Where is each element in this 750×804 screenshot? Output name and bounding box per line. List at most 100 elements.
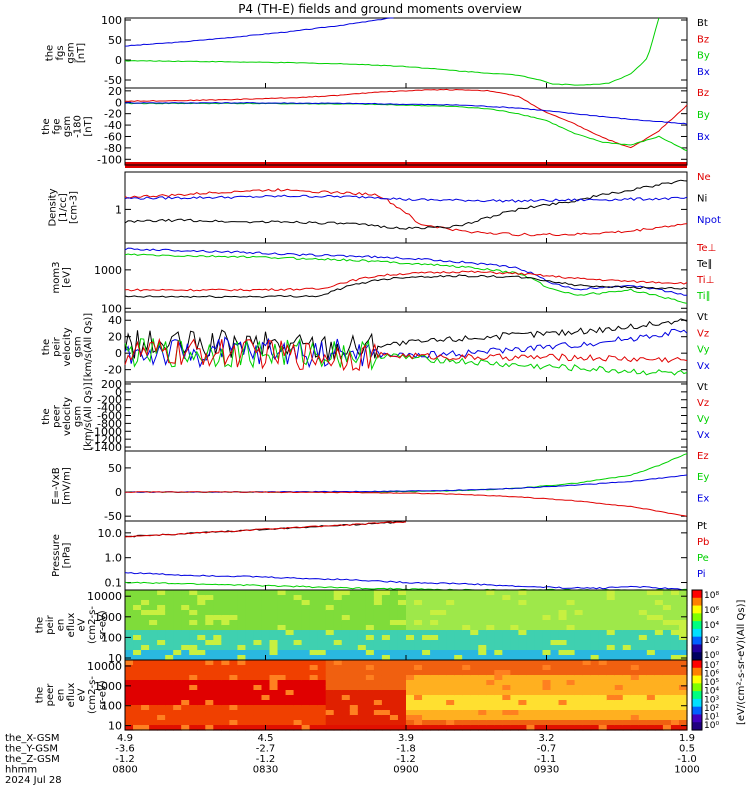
spectrogram-cell [510, 685, 519, 691]
spectrogram-cell [518, 630, 528, 636]
spectrogram-cell [438, 645, 447, 651]
y-tick-label: 0 [115, 347, 122, 360]
legend-entry: Pi [697, 569, 706, 580]
spectrogram-cell [285, 645, 295, 651]
spectrogram-cell [422, 665, 431, 671]
spectrogram-cell [125, 710, 134, 716]
spectrogram-cell [510, 650, 519, 656]
spectrogram-cell [221, 675, 230, 681]
spectrogram-cell [141, 615, 150, 621]
legend-entry: Npot [697, 215, 721, 226]
spectrogram-cell [550, 670, 560, 676]
spectrogram-cell [301, 675, 311, 681]
spectrogram-cell [205, 610, 214, 616]
spectrogram-cell [245, 715, 255, 721]
colorbar-tick-label: 10² [704, 636, 719, 646]
y-axis-label-p2: thefgegsm-180[nT] [41, 115, 94, 138]
spectrogram-cell [325, 670, 335, 676]
spectrogram-cell [670, 700, 680, 706]
spectrogram-cell [333, 720, 343, 726]
spectrogram-cell [430, 675, 439, 681]
spectrogram-cell [397, 640, 407, 646]
spectrogram-cell [622, 610, 632, 616]
spectrogram-cell [406, 645, 415, 651]
spectrogram-cell [582, 635, 592, 641]
spectrogram-cell [373, 595, 383, 601]
y-tick-label: 40 [108, 314, 122, 327]
spectrogram-cell [518, 690, 528, 696]
spectrogram-cell [582, 720, 592, 726]
spectrogram-cell [293, 665, 303, 671]
spectrogram-cell [229, 640, 238, 646]
y-tick-label: -100 [97, 153, 122, 166]
spectrogram-cell [558, 625, 568, 631]
spectrogram-cell [237, 615, 247, 621]
spectrogram-cell [622, 655, 632, 661]
spectrogram-cell [373, 720, 383, 726]
spectrogram-cell [373, 600, 383, 606]
spectrogram-cell [478, 665, 487, 671]
spectrogram-cell [462, 710, 471, 716]
spectrogram-cell [373, 710, 383, 716]
spectrogram-cell [181, 620, 190, 626]
spectrogram-cell [333, 710, 343, 716]
spectrogram-cell [229, 715, 238, 721]
spectrogram-cell [414, 605, 423, 611]
spectrogram-cell [141, 710, 150, 716]
spectrogram-cell [454, 640, 463, 646]
spectrogram-cell [285, 715, 295, 721]
spectrogram-cell [574, 635, 584, 641]
spectrogram-cell [502, 640, 511, 646]
colorbar-segment [692, 597, 702, 607]
spectrogram-cell [598, 625, 608, 631]
spectrogram-cell [622, 600, 632, 606]
spectrogram-cell [277, 725, 287, 731]
spectrogram-cell [406, 680, 415, 686]
spectrogram-cell [221, 655, 230, 661]
spectrogram-cell [630, 670, 640, 676]
spectrogram-cell [301, 645, 311, 651]
spectrogram-cell [606, 695, 616, 701]
spectrogram-cell [454, 600, 463, 606]
spectrogram-cell [558, 600, 568, 606]
spectrogram-cell [598, 595, 608, 601]
spectrogram-cell [365, 635, 375, 641]
spectrogram-cell [470, 690, 479, 696]
spectrogram-cell [253, 610, 263, 616]
spectrogram-cell [125, 685, 134, 691]
spectrogram-cell [229, 615, 238, 621]
spectrogram-cell [181, 720, 190, 726]
spectrogram-cell [646, 650, 656, 656]
spectrogram-cell [229, 675, 238, 681]
spectrogram-cell [205, 615, 214, 621]
spectrogram-cell [277, 720, 287, 726]
spectrogram-cell [349, 655, 359, 661]
spectrogram-cell [157, 595, 166, 601]
spectrogram-cell [141, 610, 150, 616]
spectrogram-cell [349, 630, 359, 636]
spectrogram-cell [406, 690, 415, 696]
spectrogram-cell [133, 650, 142, 656]
spectrogram-cell [582, 715, 592, 721]
spectrogram-cell [534, 600, 544, 606]
spectrogram-cell [397, 710, 407, 716]
spectrogram-cell [502, 665, 511, 671]
spectrogram-cell [325, 655, 335, 661]
spectrogram-cell [526, 625, 536, 631]
spectrogram-cell [558, 665, 568, 671]
spectrogram-cell [237, 695, 247, 701]
colorbar-segment [692, 714, 702, 723]
spectrogram-cell [317, 695, 327, 701]
spectrogram-cell [309, 675, 319, 681]
spectrogram-cell [277, 665, 287, 671]
spectrogram-cell [157, 645, 166, 651]
spectrogram-cell [149, 685, 158, 691]
y-tick-label: -200 [97, 394, 122, 407]
spectrogram-cell [293, 590, 303, 596]
spectrogram-cell [438, 635, 447, 641]
spectrogram-cell [622, 595, 632, 601]
spectrogram-cell [253, 625, 263, 631]
spectrogram-cell [317, 605, 327, 611]
spectrogram-cell [197, 645, 206, 651]
spectrogram-cell [293, 650, 303, 656]
